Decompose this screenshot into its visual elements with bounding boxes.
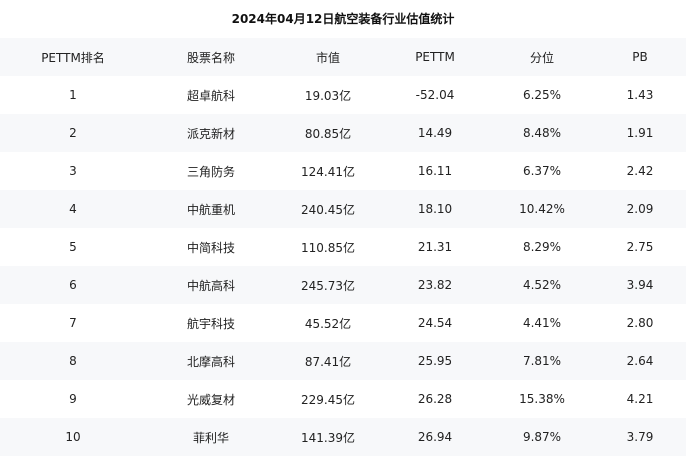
- cell-market-cap: 110.85亿: [301, 240, 355, 255]
- cell-pb: 4.21: [626, 392, 654, 406]
- cell-stock-name: 派克新材: [186, 126, 235, 141]
- column-header-stock-name: 股票名称: [186, 50, 235, 65]
- cell-rank: 10: [65, 430, 81, 444]
- cell-rank: 4: [69, 202, 77, 216]
- cell-percentile: 4.52%: [522, 278, 562, 292]
- cell-stock-name: 中航高科: [186, 278, 235, 293]
- cell-pettm: 26.28: [417, 392, 453, 406]
- cell-pb: 2.09: [626, 202, 654, 216]
- valuation-table: PETTM排名 股票名称 市值 PETTM 分位 PB 1 超卓航科 19.03亿 -52.04…: [0, 38, 686, 456]
- column-header-percentile: 分位: [529, 50, 554, 65]
- column-header-pb: PB: [632, 50, 648, 64]
- cell-percentile: 8.29%: [522, 240, 562, 254]
- cell-pb: 2.64: [626, 354, 654, 368]
- cell-market-cap: 80.85亿: [304, 126, 352, 141]
- cell-rank: 2: [69, 126, 77, 140]
- cell-pettm: -52.04: [415, 88, 455, 102]
- cell-rank: 9: [69, 392, 77, 406]
- cell-rank: 5: [69, 240, 77, 254]
- cell-rank: 6: [69, 278, 77, 292]
- cell-market-cap: 245.73亿: [301, 278, 355, 293]
- cell-pettm: 16.11: [417, 164, 453, 178]
- cell-percentile: 8.48%: [522, 126, 562, 140]
- cell-pb: 1.91: [626, 126, 654, 140]
- cell-pb: 3.94: [626, 278, 654, 292]
- cell-stock-name: 超卓航科: [186, 88, 235, 103]
- cell-pb: 3.79: [626, 430, 654, 444]
- cell-rank: 3: [69, 164, 77, 178]
- cell-pettm: 14.49: [417, 126, 453, 140]
- cell-rank: 1: [69, 88, 77, 102]
- cell-pettm: 23.82: [417, 278, 453, 292]
- cell-percentile: 6.37%: [522, 164, 562, 178]
- page-title: 2024年04月12日航空装备行业估值统计: [231, 12, 455, 26]
- cell-stock-name: 三角防务: [186, 164, 235, 179]
- cell-pb: 1.43: [626, 88, 654, 102]
- table-row: 6 中航高科 245.73亿 23.82 4.52% 3.94: [0, 266, 686, 304]
- column-header-pettm: PETTM: [415, 50, 455, 64]
- cell-percentile: 4.41%: [522, 316, 562, 330]
- cell-stock-name: 中简科技: [186, 240, 235, 255]
- cell-stock-name: 菲利华: [192, 430, 229, 445]
- table-row: 5 中简科技 110.85亿 21.31 8.29% 2.75: [0, 228, 686, 266]
- table-row: 2 派克新材 80.85亿 14.49 8.48% 1.91: [0, 114, 686, 152]
- cell-percentile: 9.87%: [522, 430, 562, 444]
- cell-market-cap: 240.45亿: [301, 202, 355, 217]
- cell-market-cap: 45.52亿: [304, 316, 352, 331]
- cell-percentile: 10.42%: [519, 202, 565, 216]
- cell-pb: 2.42: [626, 164, 654, 178]
- table-row: 9 光威复材 229.45亿 26.28 15.38% 4.21: [0, 380, 686, 418]
- cell-pb: 2.75: [626, 240, 654, 254]
- cell-market-cap: 229.45亿: [301, 392, 355, 407]
- cell-pettm: 26.94: [417, 430, 453, 444]
- table-row: 3 三角防务 124.41亿 16.11 6.37% 2.42: [0, 152, 686, 190]
- cell-pettm: 18.10: [417, 202, 453, 216]
- table-row: 1 超卓航科 19.03亿 -52.04 6.25% 1.43: [0, 76, 686, 114]
- cell-stock-name: 光威复材: [186, 392, 235, 407]
- cell-pettm: 24.54: [417, 316, 453, 330]
- table-header-row: PETTM排名 股票名称 市值 PETTM 分位 PB: [0, 38, 686, 76]
- table-row: 7 航宇科技 45.52亿 24.54 4.41% 2.80: [0, 304, 686, 342]
- cell-rank: 7: [69, 316, 77, 330]
- cell-pettm: 21.31: [417, 240, 453, 254]
- table-row: 8 北摩高科 87.41亿 25.95 7.81% 2.64: [0, 342, 686, 380]
- cell-percentile: 6.25%: [522, 88, 562, 102]
- cell-market-cap: 124.41亿: [301, 164, 355, 179]
- cell-stock-name: 航宇科技: [186, 316, 235, 331]
- table-row: 10 菲利华 141.39亿 26.94 9.87% 3.79: [0, 418, 686, 456]
- cell-market-cap: 141.39亿: [301, 430, 355, 445]
- cell-percentile: 15.38%: [519, 392, 565, 406]
- cell-pb: 2.80: [626, 316, 654, 330]
- column-header-rank: PETTM排名: [41, 50, 105, 65]
- cell-stock-name: 北摩高科: [186, 354, 235, 369]
- cell-rank: 8: [69, 354, 77, 368]
- cell-percentile: 7.81%: [522, 354, 562, 368]
- table-row: 4 中航重机 240.45亿 18.10 10.42% 2.09: [0, 190, 686, 228]
- cell-pettm: 25.95: [417, 354, 453, 368]
- column-header-market-cap: 市值: [315, 50, 340, 65]
- cell-market-cap: 19.03亿: [304, 88, 352, 103]
- cell-market-cap: 87.41亿: [304, 354, 352, 369]
- cell-stock-name: 中航重机: [186, 202, 235, 217]
